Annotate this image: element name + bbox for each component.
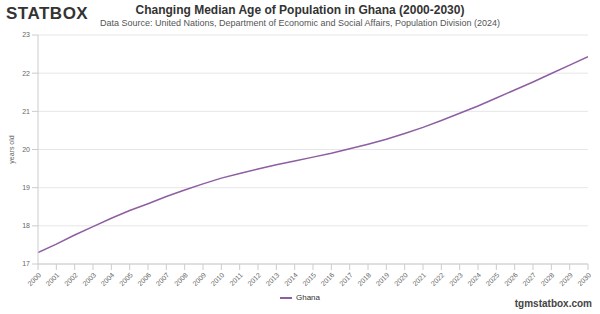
svg-text:23: 23 — [22, 31, 30, 38]
svg-text:2000: 2000 — [26, 271, 42, 287]
svg-text:2024: 2024 — [466, 271, 482, 287]
svg-text:2010: 2010 — [210, 271, 226, 287]
svg-text:2002: 2002 — [63, 271, 79, 287]
svg-text:19: 19 — [22, 184, 30, 191]
svg-text:2006: 2006 — [136, 271, 152, 287]
svg-text:2018: 2018 — [356, 271, 372, 287]
svg-text:18: 18 — [22, 222, 30, 229]
svg-text:2016: 2016 — [320, 271, 336, 287]
html-text:Changing Median Age of Populat: Changing Median Age of Population in Gha… — [135, 3, 465, 17]
svg-text:21: 21 — [22, 108, 30, 115]
svg-text:2019: 2019 — [375, 271, 391, 287]
svg-text:2029: 2029 — [558, 271, 574, 287]
svg-text:2017: 2017 — [338, 271, 354, 287]
svg-text:2014: 2014 — [283, 271, 299, 287]
svg-text:20: 20 — [22, 146, 30, 153]
html-text:STATBOX: STATBOX — [6, 4, 89, 23]
svg-text:2028: 2028 — [540, 271, 556, 287]
svg-text:2013: 2013 — [265, 271, 281, 287]
html-text:Ghana: Ghana — [296, 293, 320, 302]
svg-text:2012: 2012 — [246, 271, 262, 287]
html-text:tgmstatbox.com: tgmstatbox.com — [514, 298, 592, 309]
svg-text:2008: 2008 — [173, 271, 189, 287]
svg-text:2026: 2026 — [503, 271, 519, 287]
svg-text:2011: 2011 — [228, 271, 244, 287]
svg-text:2003: 2003 — [81, 271, 97, 287]
svg-text:2023: 2023 — [448, 271, 464, 287]
svg-text:2007: 2007 — [155, 271, 171, 287]
html-text:Data Source: United Nations, D: Data Source: United Nations, Department … — [100, 18, 500, 28]
svg-text:22: 22 — [22, 70, 30, 77]
svg-text:2027: 2027 — [521, 271, 537, 287]
svg-text:2025: 2025 — [485, 271, 501, 287]
svg-text:17: 17 — [22, 260, 30, 267]
svg-text:2005: 2005 — [118, 271, 134, 287]
svg-text:2009: 2009 — [191, 271, 207, 287]
svg-text:years old: years old — [8, 135, 16, 164]
svg-text:2022: 2022 — [430, 271, 446, 287]
svg-text:2020: 2020 — [393, 271, 409, 287]
svg-text:2001: 2001 — [45, 271, 61, 287]
svg-text:2004: 2004 — [100, 271, 116, 287]
svg-text:2030: 2030 — [576, 271, 592, 287]
svg-text:2021: 2021 — [411, 271, 427, 287]
svg-text:2015: 2015 — [301, 271, 317, 287]
